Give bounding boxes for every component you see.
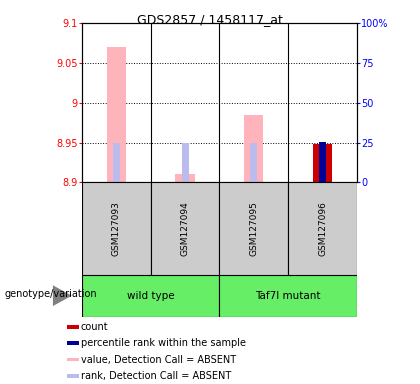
Bar <box>67 325 79 329</box>
Bar <box>250 143 257 182</box>
Text: GDS2857 / 1458117_at: GDS2857 / 1458117_at <box>137 13 283 26</box>
Text: percentile rank within the sample: percentile rank within the sample <box>81 338 246 348</box>
Text: value, Detection Call = ABSENT: value, Detection Call = ABSENT <box>81 354 236 364</box>
Text: GSM127093: GSM127093 <box>112 201 121 256</box>
Bar <box>288 182 357 275</box>
Text: GSM127095: GSM127095 <box>249 201 258 256</box>
Bar <box>67 374 79 378</box>
Bar <box>151 182 220 275</box>
Bar <box>220 275 357 317</box>
Bar <box>67 358 79 361</box>
Bar <box>319 142 326 182</box>
Bar <box>82 275 220 317</box>
Text: Taf7l mutant: Taf7l mutant <box>255 291 321 301</box>
Bar <box>220 182 288 275</box>
Bar <box>244 115 263 182</box>
Bar <box>67 341 79 345</box>
Text: GSM127096: GSM127096 <box>318 201 327 256</box>
Text: genotype/variation: genotype/variation <box>4 289 97 299</box>
Text: count: count <box>81 322 108 332</box>
Bar <box>313 144 332 182</box>
Text: rank, Detection Call = ABSENT: rank, Detection Call = ABSENT <box>81 371 231 381</box>
Text: GSM127094: GSM127094 <box>181 201 189 256</box>
Bar <box>176 174 195 182</box>
Bar <box>181 143 189 182</box>
Bar <box>82 182 151 275</box>
Text: wild type: wild type <box>127 291 174 301</box>
Polygon shape <box>53 285 72 306</box>
Bar <box>107 47 126 182</box>
Bar <box>113 143 120 182</box>
